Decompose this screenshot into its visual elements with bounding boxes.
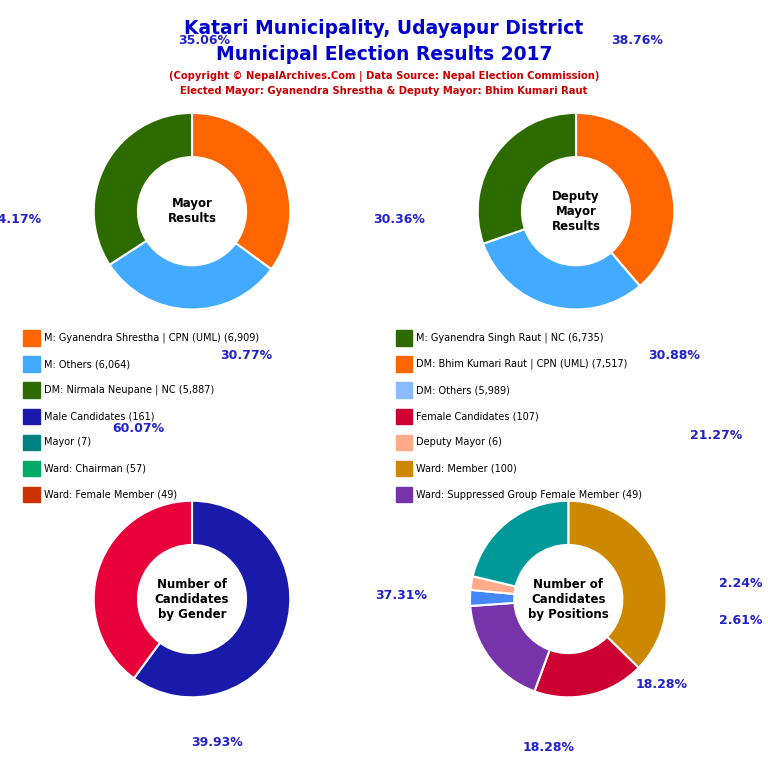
Text: M: Gyanendra Singh Raut | NC (6,735): M: Gyanendra Singh Raut | NC (6,735) xyxy=(416,333,604,343)
Wedge shape xyxy=(535,637,639,697)
Text: (Copyright © NepalArchives.Com | Data Source: Nepal Election Commission): (Copyright © NepalArchives.Com | Data So… xyxy=(169,71,599,81)
Text: 18.28%: 18.28% xyxy=(636,677,687,690)
Text: DM: Bhim Kumari Raut | CPN (UML) (7,517): DM: Bhim Kumari Raut | CPN (UML) (7,517) xyxy=(416,359,627,369)
Text: Number of
Candidates
by Gender: Number of Candidates by Gender xyxy=(154,578,230,621)
Text: Elected Mayor: Gyanendra Shrestha & Deputy Mayor: Bhim Kumari Raut: Elected Mayor: Gyanendra Shrestha & Depu… xyxy=(180,86,588,96)
Wedge shape xyxy=(192,113,290,270)
Wedge shape xyxy=(470,603,550,691)
Text: DM: Nirmala Neupane | NC (5,887): DM: Nirmala Neupane | NC (5,887) xyxy=(44,385,214,396)
Text: 30.36%: 30.36% xyxy=(373,214,425,227)
Text: Number of
Candidates
by Positions: Number of Candidates by Positions xyxy=(528,578,609,621)
Text: 39.93%: 39.93% xyxy=(190,737,243,750)
Text: 30.77%: 30.77% xyxy=(220,349,272,362)
Text: Deputy Mayor (6): Deputy Mayor (6) xyxy=(416,437,502,448)
Text: Ward: Female Member (49): Ward: Female Member (49) xyxy=(44,489,177,500)
Text: 18.28%: 18.28% xyxy=(523,741,574,754)
Wedge shape xyxy=(568,501,667,667)
Text: Deputy
Mayor
Results: Deputy Mayor Results xyxy=(551,190,601,233)
Wedge shape xyxy=(110,240,271,310)
Text: M: Others (6,064): M: Others (6,064) xyxy=(44,359,130,369)
Text: Ward: Member (100): Ward: Member (100) xyxy=(416,463,517,474)
Text: Male Candidates (161): Male Candidates (161) xyxy=(44,411,154,422)
Text: 37.31%: 37.31% xyxy=(376,589,427,602)
Wedge shape xyxy=(472,501,568,587)
Wedge shape xyxy=(576,113,674,286)
Text: Katari Municipality, Udayapur District: Katari Municipality, Udayapur District xyxy=(184,19,584,38)
Text: 38.76%: 38.76% xyxy=(611,34,664,47)
Wedge shape xyxy=(471,576,516,594)
Text: M: Gyanendra Shrestha | CPN (UML) (6,909): M: Gyanendra Shrestha | CPN (UML) (6,909… xyxy=(44,333,259,343)
Text: Female Candidates (107): Female Candidates (107) xyxy=(416,411,539,422)
Wedge shape xyxy=(470,590,515,606)
Text: Mayor
Results: Mayor Results xyxy=(167,197,217,225)
Text: 2.61%: 2.61% xyxy=(719,614,762,627)
Text: DM: Others (5,989): DM: Others (5,989) xyxy=(416,385,510,396)
Text: 34.17%: 34.17% xyxy=(0,214,41,227)
Text: Ward: Suppressed Group Female Member (49): Ward: Suppressed Group Female Member (49… xyxy=(416,489,642,500)
Wedge shape xyxy=(478,113,576,243)
Text: 60.07%: 60.07% xyxy=(112,422,164,435)
Wedge shape xyxy=(483,229,640,310)
Text: 35.06%: 35.06% xyxy=(178,34,230,47)
Text: Mayor (7): Mayor (7) xyxy=(44,437,91,448)
Text: 30.88%: 30.88% xyxy=(648,349,700,362)
Text: Ward: Chairman (57): Ward: Chairman (57) xyxy=(44,463,146,474)
Text: 2.24%: 2.24% xyxy=(719,577,762,590)
Text: 21.27%: 21.27% xyxy=(690,429,742,442)
Wedge shape xyxy=(94,501,192,678)
Wedge shape xyxy=(134,501,290,697)
Wedge shape xyxy=(94,113,192,265)
Text: Municipal Election Results 2017: Municipal Election Results 2017 xyxy=(216,45,552,64)
